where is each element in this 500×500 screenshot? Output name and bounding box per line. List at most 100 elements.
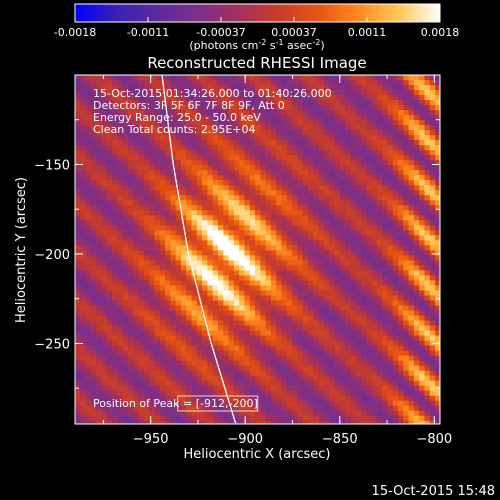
heatmap-cell: [334, 330, 341, 337]
heatmap-cell: [419, 100, 426, 106]
heatmap-cell: [270, 345, 277, 352]
heatmap-cell: [265, 285, 272, 292]
heatmap-cell: [202, 240, 208, 246]
heatmap-cell: [165, 215, 171, 221]
heatmap-cell: [424, 270, 431, 277]
heatmap-cell: [249, 280, 256, 287]
heatmap-cell: [307, 175, 314, 181]
heatmap-cell: [244, 365, 251, 372]
heatmap-cell: [207, 145, 214, 151]
heatmap-cell: [255, 175, 261, 181]
heatmap-cell: [101, 265, 108, 272]
heatmap-cell: [186, 165, 193, 171]
heatmap-cell: [223, 275, 230, 282]
heatmap-cell: [376, 300, 383, 307]
heatmap-cell: [122, 100, 129, 106]
heatmap-cell: [345, 225, 351, 231]
heatmap-cell: [382, 255, 389, 262]
x-tick-label: −900: [227, 432, 263, 447]
heatmap-cell: [175, 410, 182, 417]
heatmap-cell: [265, 125, 272, 131]
heatmap-cell: [371, 405, 378, 412]
heatmap-cell: [318, 95, 325, 101]
heatmap-cell: [424, 75, 431, 81]
heatmap-cell: [170, 155, 177, 161]
heatmap-cell: [435, 90, 440, 96]
heatmap-cell: [239, 115, 246, 121]
heatmap-cell: [117, 395, 124, 402]
heatmap-cell: [154, 205, 161, 211]
heatmap-cell: [281, 170, 288, 176]
heatmap-cell: [366, 360, 373, 367]
heatmap-cell: [429, 360, 436, 367]
heatmap-cell: [281, 345, 288, 352]
heatmap-cell: [302, 280, 309, 287]
heatmap-cell: [302, 215, 309, 221]
heatmap-cell: [276, 320, 283, 327]
heatmap-cell: [244, 375, 251, 382]
heatmap-cell: [143, 75, 150, 81]
heatmap-cell: [122, 75, 129, 81]
heatmap-cell: [122, 190, 129, 196]
heatmap-cell: [419, 300, 426, 307]
heatmap-cell: [127, 155, 134, 161]
heatmap-cell: [101, 105, 108, 111]
heatmap-cell: [80, 80, 87, 86]
heatmap-cell: [334, 305, 341, 312]
heatmap-cell: [313, 195, 320, 201]
heatmap-cell: [260, 290, 267, 297]
heatmap-cell: [398, 285, 404, 292]
heatmap-cell: [429, 325, 436, 332]
heatmap-cell: [360, 310, 367, 317]
heatmap-cell: [228, 175, 235, 181]
heatmap-cell: [244, 320, 251, 327]
heatmap-cell: [106, 90, 113, 96]
heatmap-cell: [392, 115, 399, 121]
heatmap-cell: [366, 385, 373, 392]
heatmap-cell: [286, 140, 293, 146]
heatmap-cell: [307, 300, 314, 307]
heatmap-cell: [127, 270, 134, 277]
heatmap-cell: [392, 350, 399, 357]
heatmap-cell: [408, 385, 415, 392]
heatmap-cell: [233, 155, 240, 161]
heatmap-cell: [350, 85, 357, 91]
heatmap-cell: [435, 185, 440, 191]
heatmap-cell: [429, 365, 436, 372]
heatmap-cell: [366, 365, 373, 372]
heatmap-cell: [403, 130, 410, 136]
heatmap-cell: [435, 200, 440, 206]
heatmap-cell: [249, 205, 256, 211]
heatmap-cell: [180, 185, 187, 191]
heatmap-cell: [276, 185, 283, 191]
heatmap-cell: [297, 310, 304, 317]
heatmap-cell: [286, 365, 293, 372]
heatmap-cell: [323, 360, 330, 367]
heatmap-cell: [297, 295, 304, 302]
heatmap-cell: [228, 345, 235, 352]
heatmap-cell: [175, 95, 182, 101]
heatmap-cell: [286, 115, 293, 121]
heatmap-cell: [323, 370, 330, 377]
heatmap-cell: [154, 220, 161, 226]
heatmap-cell: [281, 310, 288, 317]
heatmap-cell: [80, 120, 87, 126]
heatmap-cell: [281, 230, 288, 236]
heatmap-cell: [419, 155, 426, 161]
heatmap-cell: [307, 235, 314, 241]
heatmap-cell: [292, 205, 299, 211]
heatmap-cell: [80, 320, 87, 327]
heatmap-cell: [106, 75, 113, 81]
heatmap-cell: [376, 205, 383, 211]
heatmap-cell: [408, 230, 415, 236]
heatmap-cell: [260, 280, 267, 287]
heatmap-cell: [270, 80, 277, 86]
heatmap-cell: [435, 305, 440, 312]
heatmap-cell: [419, 135, 426, 141]
heatmap-cell: [307, 260, 314, 267]
heatmap-cell: [96, 300, 103, 307]
heatmap-cell: [403, 155, 410, 161]
heatmap-cell: [191, 400, 198, 407]
heatmap-cell: [281, 245, 288, 251]
heatmap-cell: [382, 260, 389, 267]
